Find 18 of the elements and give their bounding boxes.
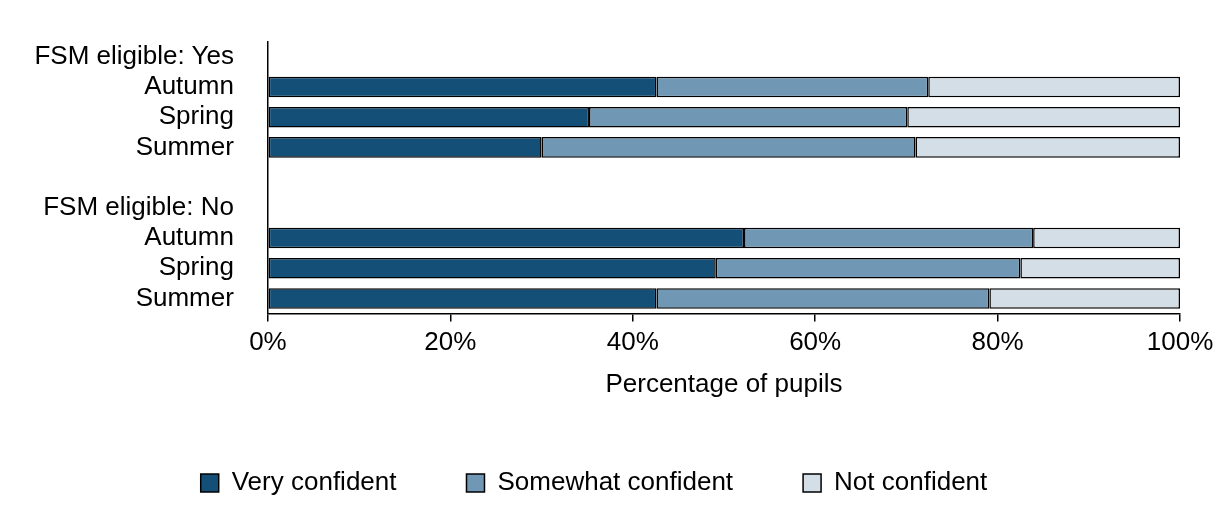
y-tick-label: FSM eligible: No: [43, 190, 234, 221]
x-tick-label: 20%: [424, 326, 477, 357]
y-tick-label: Autumn: [144, 221, 234, 252]
x-tick-label: 40%: [606, 326, 659, 357]
y-tick-label: FSM eligible: Yes: [34, 39, 234, 70]
legend-label: Not confident: [834, 466, 989, 497]
y-tick-label: Spring: [158, 251, 234, 282]
x-tick-label: 0%: [249, 326, 287, 357]
y-tick-label: Autumn: [144, 70, 234, 101]
x-tick-label: 60%: [789, 326, 842, 357]
y-tick-label: Summer: [135, 130, 235, 161]
x-axis-title: Percentage of pupils: [605, 367, 843, 398]
x-tick-label: 80%: [971, 326, 1024, 357]
x-tick-label: 100%: [1146, 326, 1214, 357]
y-tick-label: Summer: [135, 281, 235, 312]
y-tick-label: Spring: [158, 100, 234, 131]
legend-label: Very confident: [231, 466, 398, 497]
legend-label: Somewhat confident: [497, 466, 734, 497]
